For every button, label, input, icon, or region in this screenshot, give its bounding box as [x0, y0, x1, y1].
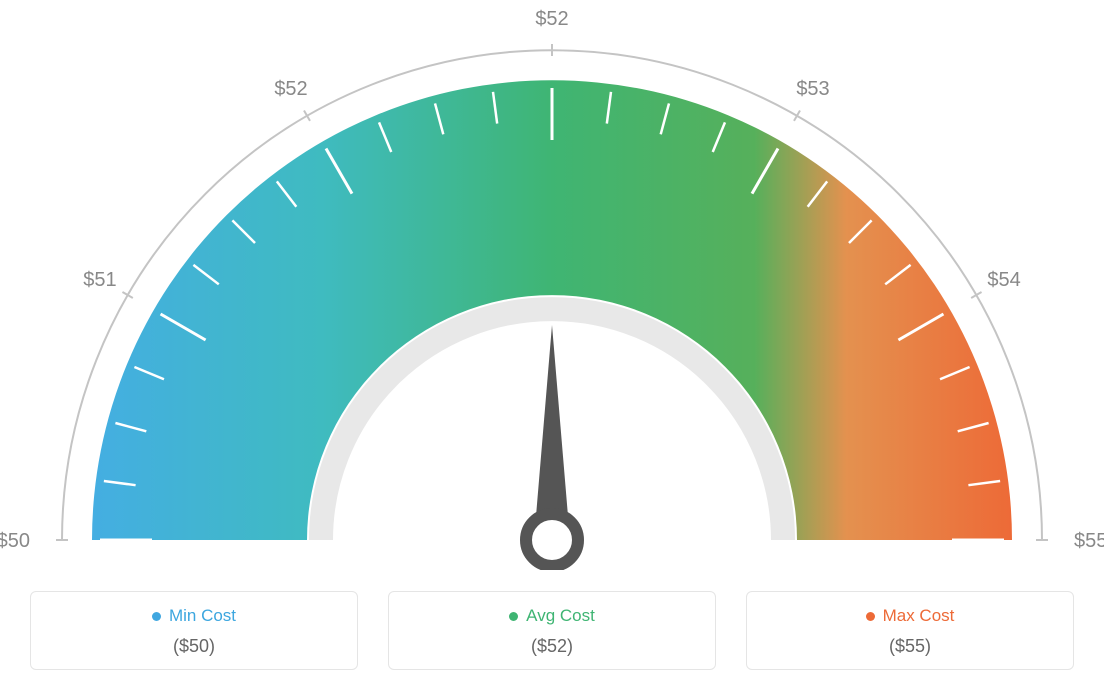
legend-value-max: ($55) — [757, 636, 1063, 657]
dot-max — [866, 612, 875, 621]
legend-row: Min Cost ($50) Avg Cost ($52) Max Cost (… — [30, 591, 1074, 670]
gauge-chart: $50 $51 $52 $52 $53 $54 $55 — [0, 0, 1104, 570]
dot-avg — [509, 612, 518, 621]
svg-text:$52: $52 — [274, 78, 307, 100]
legend-value-min: ($50) — [41, 636, 347, 657]
svg-text:$53: $53 — [796, 78, 829, 100]
legend-label-avg: Avg Cost — [526, 606, 595, 626]
legend-label-max: Max Cost — [883, 606, 955, 626]
dot-min — [152, 612, 161, 621]
svg-text:$52: $52 — [535, 8, 568, 30]
legend-value-avg: ($52) — [399, 636, 705, 657]
svg-text:$55: $55 — [1074, 530, 1104, 552]
legend-card-avg: Avg Cost ($52) — [388, 591, 716, 670]
svg-text:$54: $54 — [987, 269, 1020, 291]
svg-text:$51: $51 — [83, 269, 116, 291]
legend-label-min: Min Cost — [169, 606, 236, 626]
legend-card-max: Max Cost ($55) — [746, 591, 1074, 670]
svg-text:$50: $50 — [0, 530, 30, 552]
legend-card-min: Min Cost ($50) — [30, 591, 358, 670]
